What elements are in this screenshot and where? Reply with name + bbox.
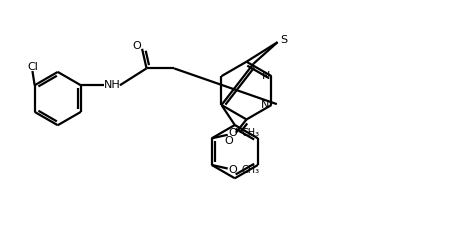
Text: O: O (229, 165, 237, 175)
Text: CH₃: CH₃ (242, 128, 260, 138)
Text: N: N (261, 71, 270, 81)
Text: O: O (132, 41, 141, 51)
Text: O: O (224, 136, 233, 146)
Text: NH: NH (104, 80, 120, 90)
Text: O: O (229, 128, 237, 138)
Text: N: N (261, 100, 270, 110)
Text: S: S (280, 35, 287, 46)
Text: CH₃: CH₃ (242, 165, 260, 175)
Text: Cl: Cl (27, 62, 38, 72)
